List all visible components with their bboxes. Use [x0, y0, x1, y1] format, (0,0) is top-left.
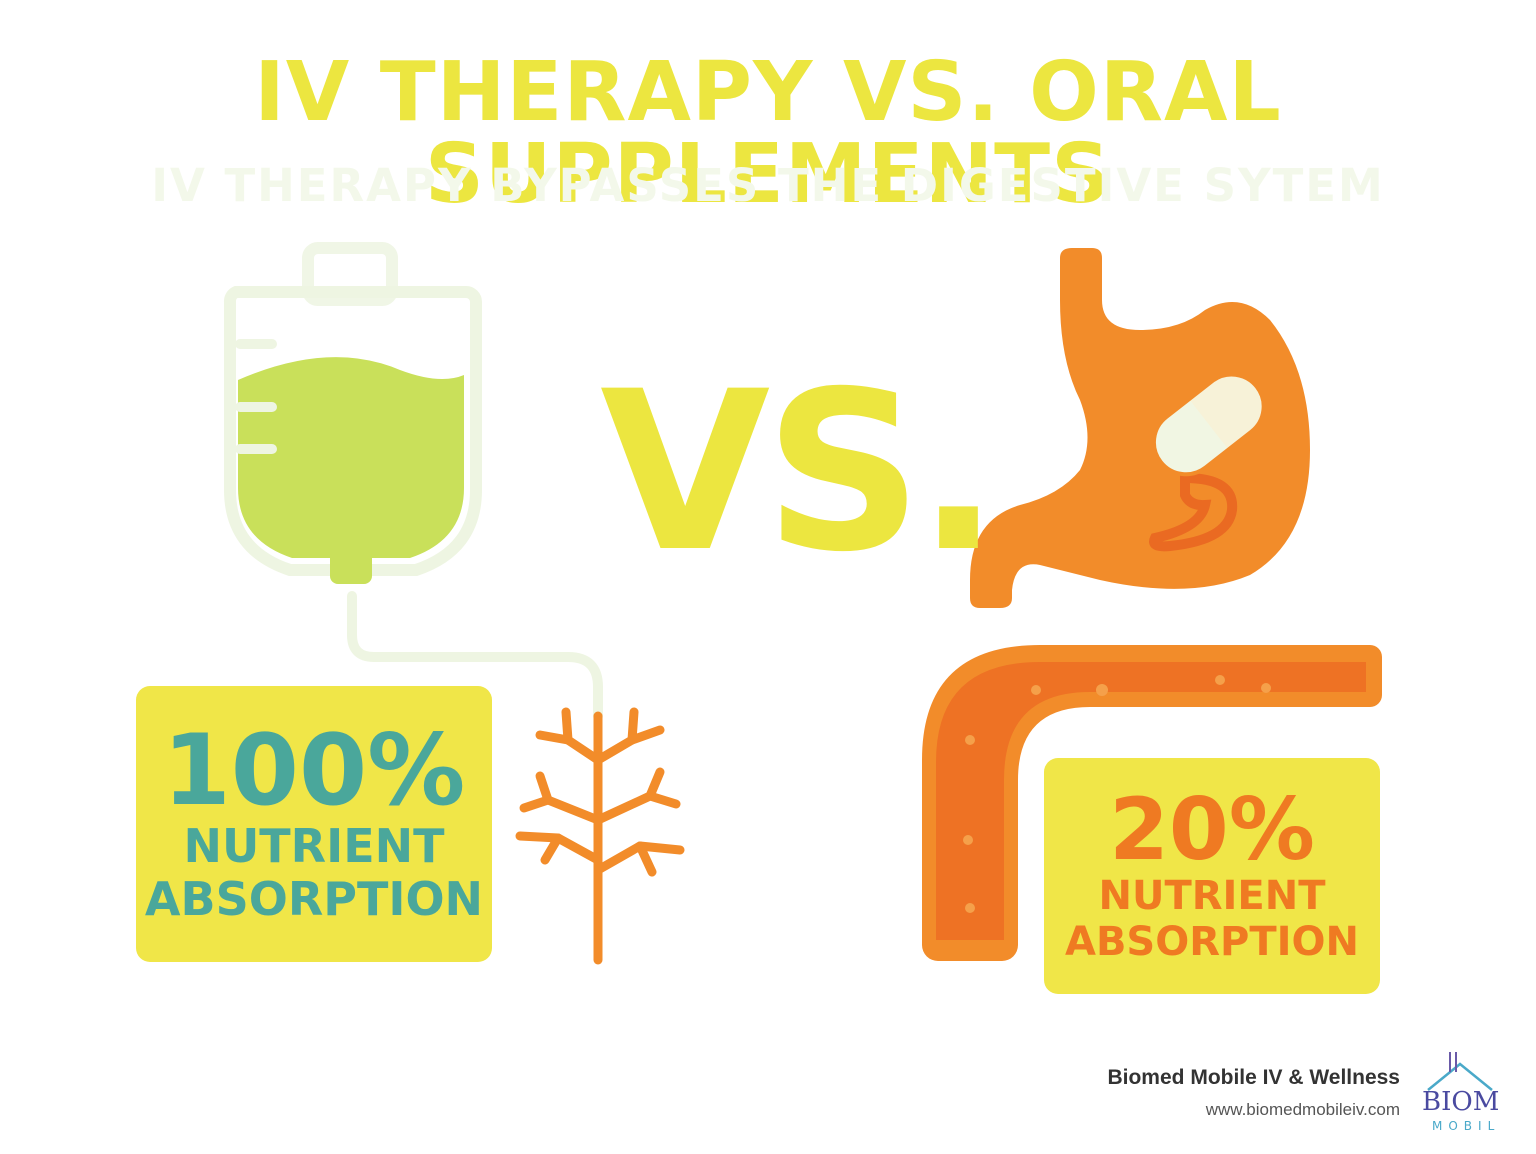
company-name: Biomed Mobile IV & Wellness [1107, 1066, 1400, 1089]
iv-absorption-label-line1: NUTRIENT [183, 819, 445, 874]
iv-absorption-percent: 100% [162, 714, 466, 829]
page-title: IV THERAPY VS. ORAL SUPPLEMENTS [254, 45, 1282, 222]
intestine-icon [922, 645, 1382, 961]
company-website[interactable]: www.biomedmobileiv.com [1205, 1100, 1400, 1119]
svg-text:MOBIL: MOBIL [1432, 1119, 1500, 1133]
vs-label: VS. [600, 344, 1000, 600]
iv-absorption-label-line2: ABSORPTION [144, 872, 484, 926]
iv-bag-icon [224, 242, 603, 721]
svg-text:BIOM: BIOM [1422, 1087, 1499, 1117]
iv-absorption-card: 100% NUTRIENT ABSORPTION [136, 686, 492, 962]
oral-absorption-label-line2: ABSORPTION [1064, 919, 1360, 965]
page-subtitle: IV THERAPY BYPASSES THE DIGESTIVE SYTEM [151, 159, 1385, 212]
stomach-icon [970, 248, 1310, 608]
oral-absorption-label-line1: NUTRIENT [1098, 873, 1326, 919]
oral-absorption-card: 20% NUTRIENT ABSORPTION [1044, 758, 1380, 994]
pill-icon [1151, 372, 1266, 477]
company-logo: BIOM MOBIL [1422, 1052, 1500, 1133]
oral-absorption-percent: 20% [1109, 780, 1315, 880]
capillary-tree-icon [515, 707, 685, 965]
